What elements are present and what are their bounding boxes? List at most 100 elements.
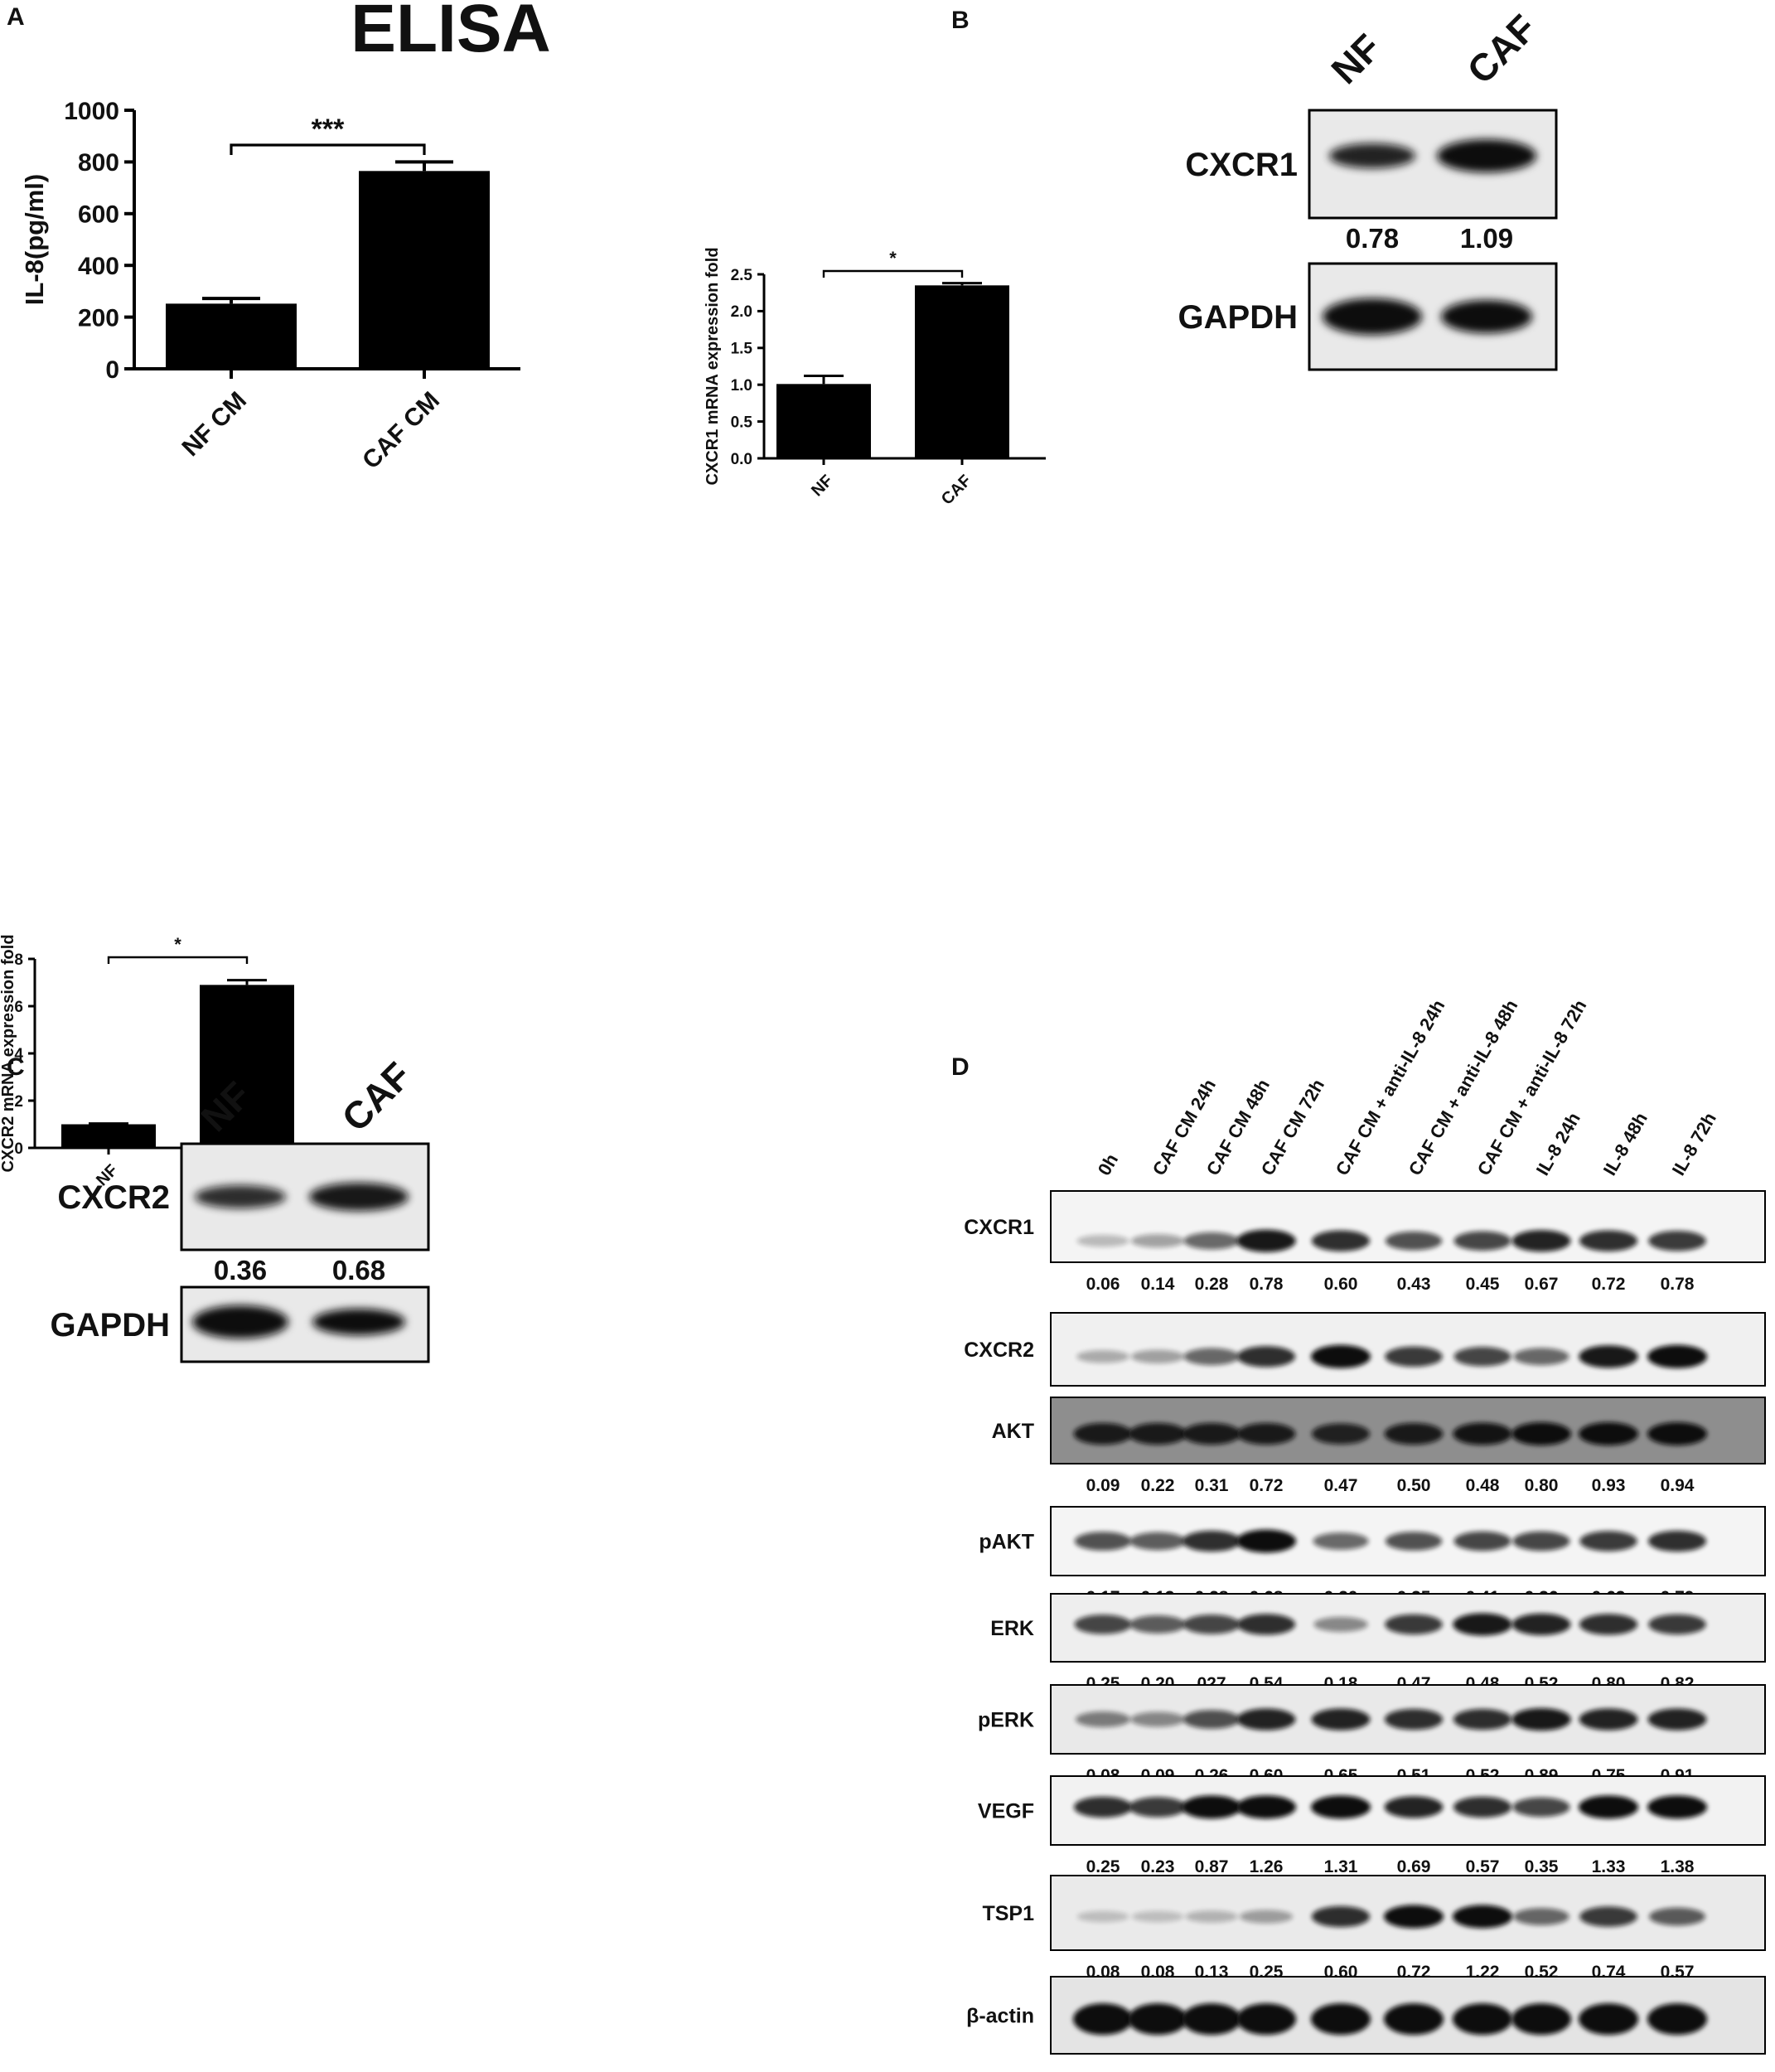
protein-band <box>1130 1711 1185 1727</box>
protein-band <box>1385 1614 1443 1635</box>
protein-band <box>1579 1230 1638 1251</box>
protein-band <box>1579 1906 1637 1927</box>
protein-band <box>1453 1347 1511 1367</box>
elisa-bar-chart: 0 200 400 600 800 1000 IL-8(pg/ml) NF CM CAF CM *… <box>20 98 520 475</box>
x-category-label: NF <box>808 472 836 500</box>
quant-value: 1.33 <box>1592 1857 1626 1876</box>
quant-value: 0.45 <box>1466 1275 1500 1294</box>
protein-band <box>1311 1423 1371 1445</box>
protein-band <box>1311 1708 1371 1731</box>
y-tick-label: 8 <box>14 951 23 969</box>
quant-value: 0.72 <box>1592 1275 1626 1294</box>
panel-letter-b: B <box>951 7 970 34</box>
protein-band <box>1313 1616 1368 1632</box>
x-category-label: CAF CM <box>357 387 445 475</box>
y-tick-label: 0 <box>105 356 119 384</box>
protein-band <box>1076 1234 1129 1247</box>
protein-band <box>1647 1795 1707 1819</box>
lane-label: 0h <box>1094 1150 1122 1179</box>
protein-band <box>1579 1422 1638 1445</box>
protein-band <box>1131 1910 1184 1923</box>
quant-value: 0.22 <box>1141 1476 1175 1495</box>
quant-value: 0.50 <box>1397 1476 1431 1495</box>
significance-marker: *** <box>312 114 345 145</box>
protein-band <box>1073 1422 1133 1445</box>
protein-band <box>1512 1531 1570 1552</box>
quant-value: 0.78 <box>1661 1275 1695 1294</box>
protein-band <box>1073 2003 1133 2036</box>
protein-band <box>1511 2003 1571 2036</box>
protein-band <box>1129 1797 1187 1818</box>
protein-band <box>1384 1708 1444 1731</box>
y-axis-label: CXCR1 mRNA expression fold <box>704 247 722 485</box>
quant-value: 0.31 <box>1195 1476 1229 1495</box>
quant-value: 0.72 <box>1250 1476 1284 1495</box>
protein-band <box>1073 1796 1133 1818</box>
y-tick-label: 6 <box>14 999 23 1016</box>
bar <box>776 384 871 458</box>
protein-band <box>1182 1795 1241 1819</box>
quant-value: 1.09 <box>1460 223 1513 254</box>
protein-band <box>1129 1615 1186 1634</box>
y-tick-label: 1000 <box>64 98 119 125</box>
y-tick-label: 1.0 <box>731 377 752 395</box>
protein-band <box>1384 1422 1444 1445</box>
quant-value: 0.78 <box>1250 1275 1284 1294</box>
protein-band <box>1183 1348 1240 1366</box>
protein-band <box>1074 1532 1132 1551</box>
panel-letter-d: D <box>951 1053 970 1081</box>
protein-band <box>1182 1422 1241 1445</box>
protein-band <box>1437 139 1536 172</box>
protein-label: AKT <box>992 1420 1034 1443</box>
protein-band <box>1384 2003 1444 2036</box>
y-axis-label: CXCR2 mRNA expression fold <box>0 934 17 1172</box>
cxcr1-mrna-bar-chart: 0.0 0.5 1.0 1.5 2.0 2.5 CXCR1 mRNA expression … <box>704 247 1046 509</box>
quant-value: 0.06 <box>1086 1275 1120 1294</box>
protein-band <box>1183 1615 1241 1634</box>
y-axis-label: IL-8(pg/ml) <box>20 174 49 305</box>
protein-band <box>1453 1796 1512 1818</box>
protein-label: CXCR1 <box>964 1216 1034 1239</box>
quant-value: 0.87 <box>1195 1857 1229 1876</box>
quant-value: 0.35 <box>1525 1857 1559 1876</box>
protein-band <box>1183 1232 1240 1250</box>
quant-value: 0.69 <box>1397 1857 1431 1876</box>
protein-label: CXCR2 <box>57 1179 170 1216</box>
protein-label: TSP1 <box>982 1902 1034 1925</box>
protein-band <box>1453 1231 1511 1251</box>
protein-band <box>1579 1614 1638 1635</box>
protein-band <box>1311 2003 1371 2036</box>
quant-value: 0.60 <box>1324 1275 1358 1294</box>
bar <box>359 171 490 369</box>
protein-band <box>1579 1795 1638 1819</box>
lane-label: IL-8 72h <box>1668 1109 1720 1179</box>
protein-band <box>1311 1795 1371 1819</box>
protein-band <box>1513 1908 1569 1925</box>
protein-band <box>1453 1905 1512 1929</box>
significance-bracket <box>822 269 964 278</box>
protein-band <box>1511 1613 1571 1635</box>
quant-value: 0.23 <box>1141 1857 1175 1876</box>
protein-band <box>1183 1710 1241 1729</box>
protein-band <box>1311 1344 1371 1368</box>
y-tick-label: 0 <box>14 1140 23 1158</box>
protein-label: GAPDH <box>1178 299 1298 336</box>
y-tick-label: 800 <box>78 149 119 177</box>
protein-band <box>1128 2003 1187 2036</box>
protein-band <box>1130 1349 1185 1363</box>
protein-band <box>312 1309 405 1335</box>
protein-band <box>1182 1530 1241 1552</box>
protein-band <box>1239 1910 1294 1924</box>
protein-band <box>1236 1346 1296 1368</box>
bar <box>166 303 297 369</box>
protein-band <box>1236 1422 1296 1445</box>
x-category-label: NF CM <box>177 387 251 462</box>
protein-band <box>1648 1231 1706 1251</box>
protein-band <box>1236 1529 1296 1553</box>
cxcr1-western-blot: NF CAF CXCR1 0.78 1.09 GAPDH <box>1178 6 1558 371</box>
panel-letter-a: A <box>7 3 25 31</box>
protein-label: CXCR1 <box>1185 147 1298 183</box>
protein-band <box>1128 1422 1187 1445</box>
quant-value: 0.14 <box>1141 1275 1175 1294</box>
bar <box>61 1124 156 1148</box>
